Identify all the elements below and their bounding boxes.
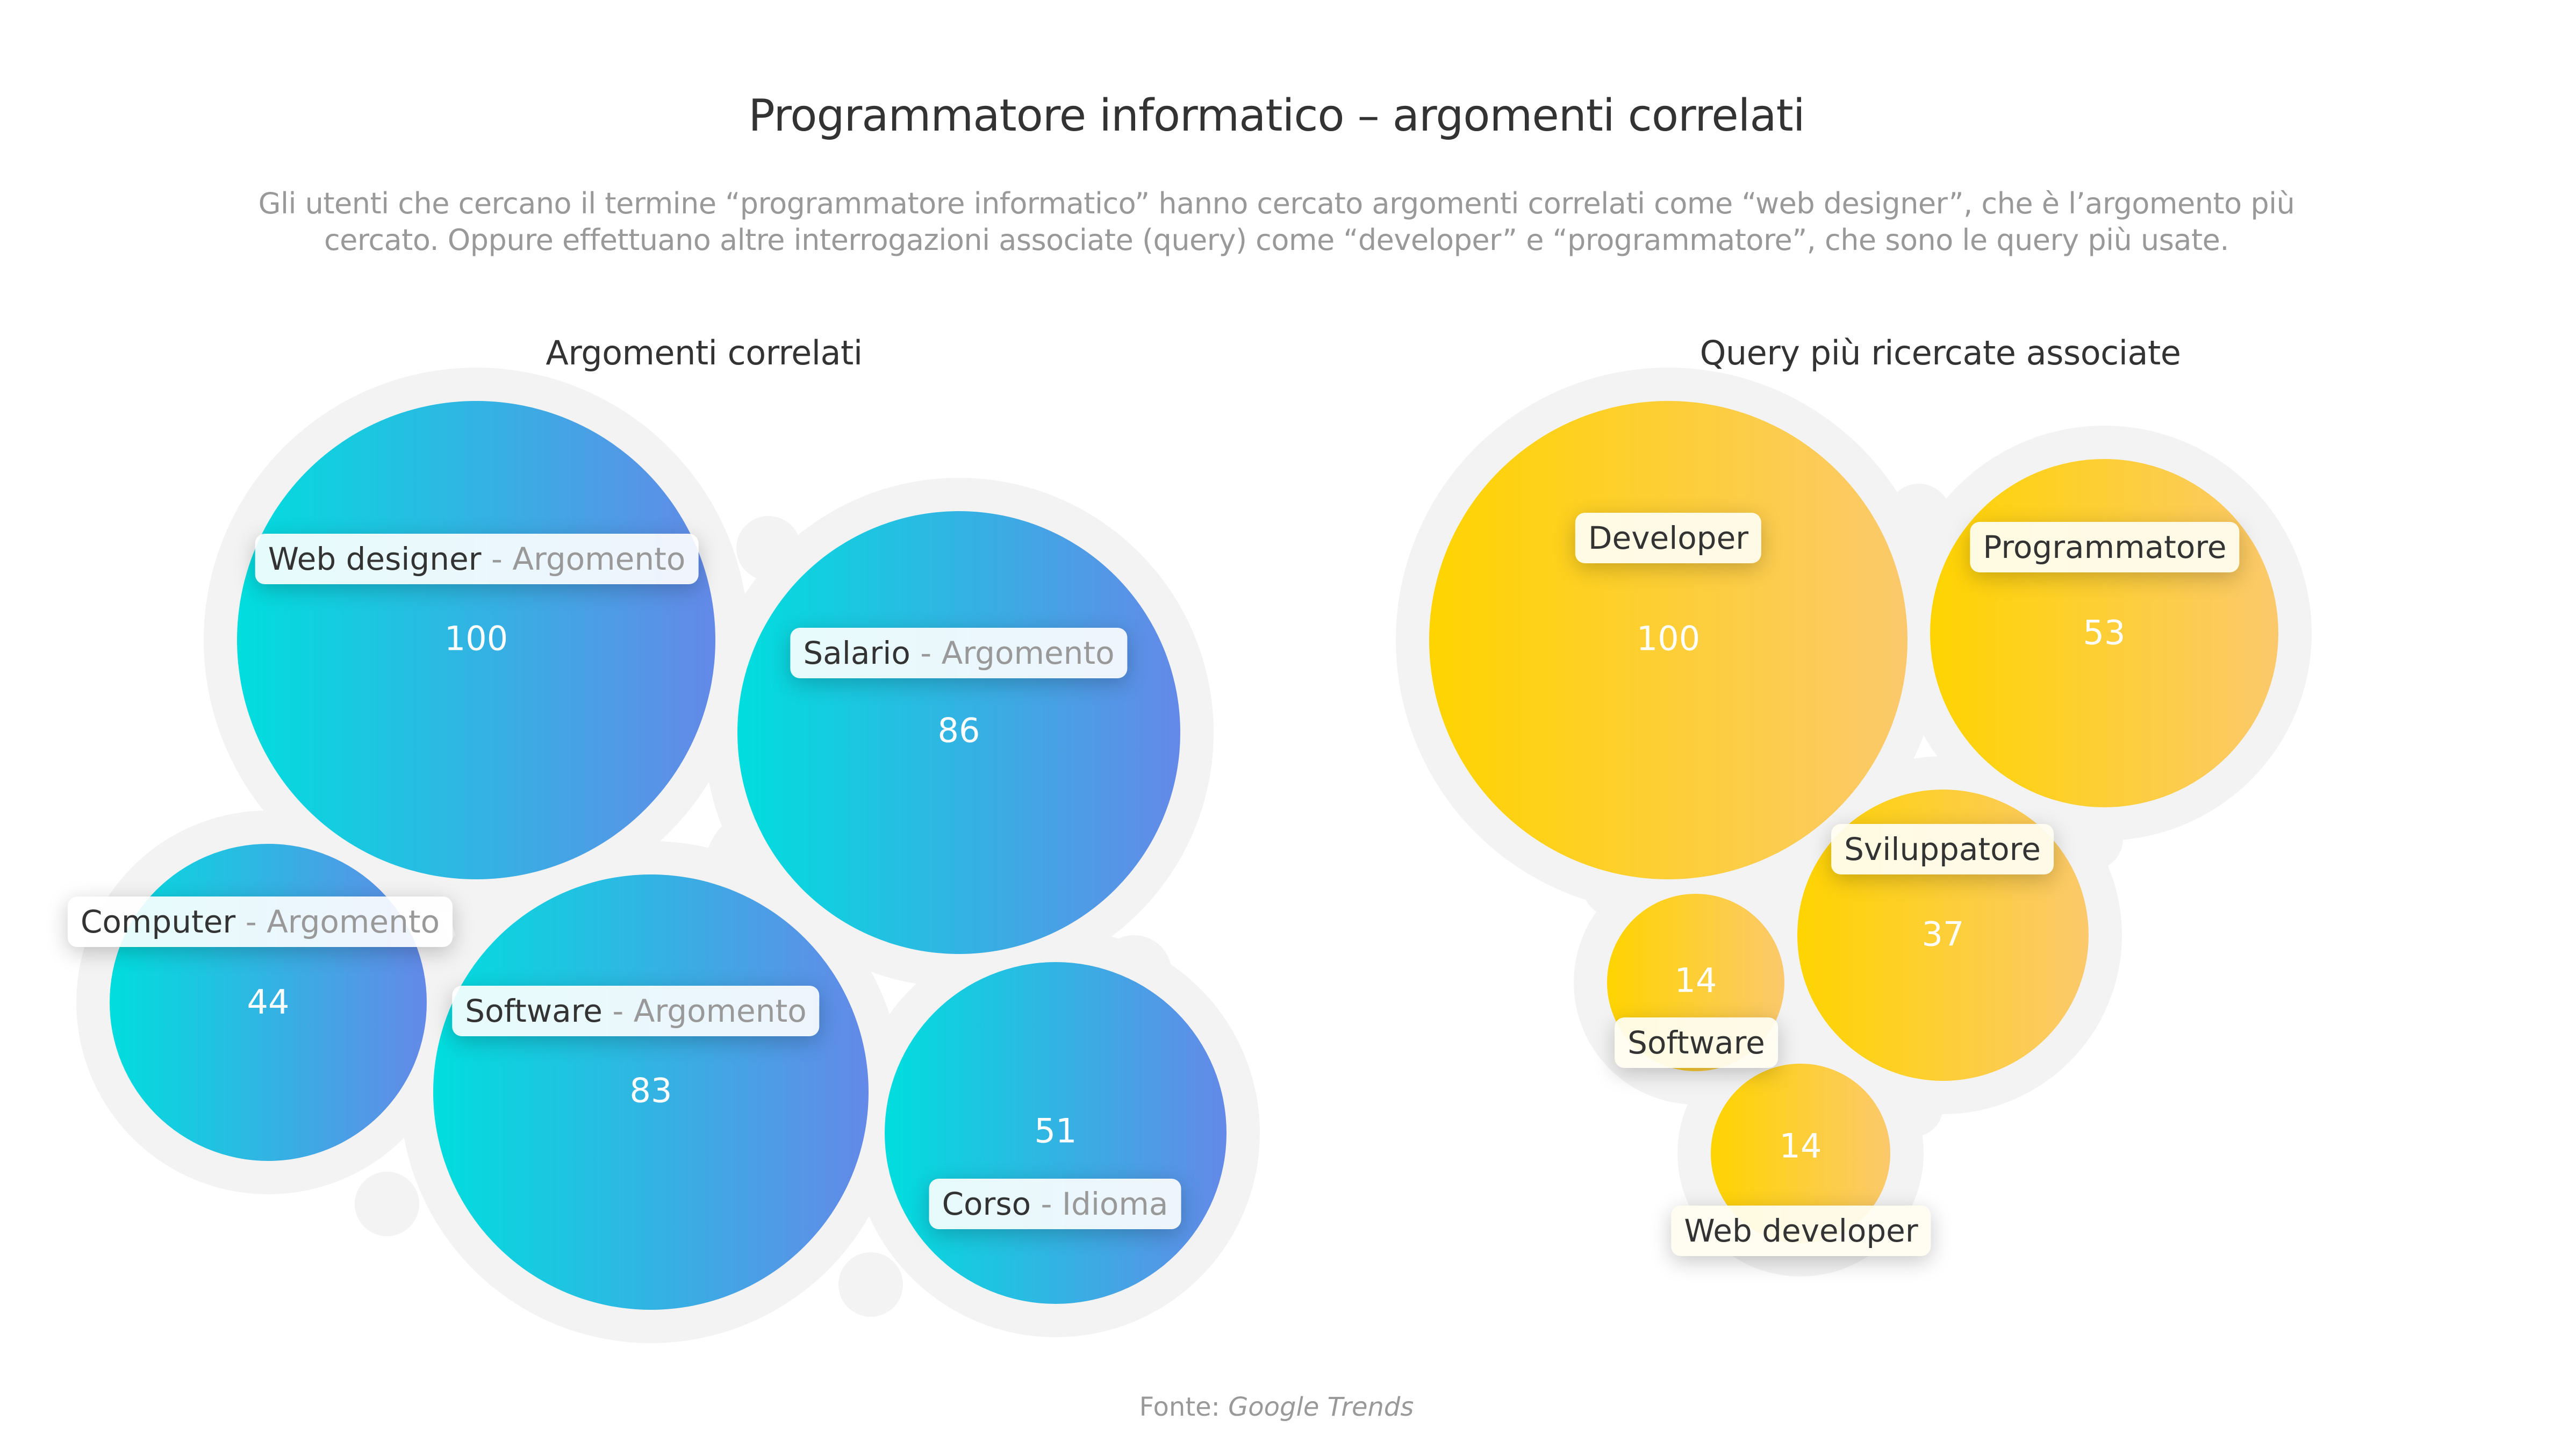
bubble-value: 86	[937, 711, 980, 750]
bubble-value: 14	[1779, 1126, 1822, 1166]
bubble-label-category-text: Argomento	[267, 903, 440, 940]
halo-bridge	[1887, 484, 1951, 548]
chart-title: Programmatore informatico – argomenti co…	[748, 90, 1805, 141]
bubble-salario[interactable]	[737, 511, 1180, 954]
bubble-developer[interactable]	[1429, 401, 1907, 879]
bubble-label-category: - Idioma	[1031, 1186, 1168, 1222]
bubble-web-developer[interactable]	[1711, 1064, 1890, 1243]
subtitle-line-2: cercato. Oppure effettuano altre interro…	[324, 223, 2229, 257]
bubble-label: Developer	[1575, 513, 1762, 563]
bubble-web-designer[interactable]	[237, 401, 715, 879]
source-name: Google Trends	[1228, 1392, 1414, 1422]
bubble-label-category-text: Argomento	[633, 993, 807, 1029]
bubble-label: Computer - Argomento	[67, 896, 453, 947]
bubble-label-separator: -	[910, 635, 942, 671]
heading-related-queries: Query più ricercate associate	[1699, 333, 2181, 372]
bubble-label-name: Developer	[1588, 520, 1749, 556]
bubble-label-category-text: Argomento	[941, 635, 1115, 671]
bubble-label-category: - Argomento	[235, 903, 440, 940]
bubble-label-name: Programmatore	[1983, 529, 2227, 565]
bubble-label-name: Corso	[942, 1186, 1031, 1222]
bubble-label-separator: -	[481, 541, 513, 577]
bubble-label: Corso - Idioma	[929, 1179, 1181, 1229]
bubble-label-separator: -	[235, 903, 267, 940]
bubble-label-category-text: Argomento	[512, 541, 686, 577]
bubble-label: Web designer - Argomento	[255, 534, 699, 584]
bubble-label-category: - Argomento	[910, 635, 1115, 671]
bubble-software[interactable]	[433, 874, 869, 1310]
source-prefix: Fonte:	[1139, 1392, 1229, 1422]
bubble-label-name: Software	[1627, 1024, 1765, 1061]
bubble-value: 100	[1636, 619, 1701, 658]
bubble-value: 51	[1034, 1111, 1077, 1151]
bubble-label: Salario - Argomento	[790, 628, 1128, 678]
bubble-label-name: Computer	[80, 903, 236, 940]
bubble-label-name: Web designer	[268, 541, 482, 577]
halo-bridge	[355, 1172, 419, 1236]
bubble-label-separator: -	[602, 993, 634, 1029]
heading-related-topics: Argomenti correlati	[546, 333, 863, 372]
bubble-label-name: Software	[465, 993, 603, 1029]
bubble-label-category: - Argomento	[602, 993, 807, 1029]
halo-bridge	[736, 516, 801, 580]
halo-bridge	[2059, 806, 2123, 871]
bubble-label: Software - Argomento	[452, 986, 820, 1036]
bubble-label-name: Web developer	[1684, 1213, 1918, 1249]
bubble-label-category-text: Idioma	[1062, 1186, 1168, 1222]
bubble-label: Sviluppatore	[1831, 824, 2054, 874]
bubble-value: 100	[444, 619, 508, 658]
bubble-label: Web developer	[1671, 1206, 1931, 1256]
bubble-value: 83	[629, 1071, 672, 1110]
bubble-label-category: - Argomento	[481, 541, 686, 577]
halo-bridge	[838, 1252, 903, 1317]
bubble-label: Programmatore	[1970, 522, 2240, 572]
source-footer: Fonte: Google Trends	[0, 1392, 2553, 1422]
halo-bridge	[1884, 1078, 1943, 1137]
bubble-value: 37	[1921, 914, 1964, 954]
bubble-label-separator: -	[1031, 1186, 1062, 1222]
bubble-value: 53	[2083, 613, 2126, 652]
bubble-label: Software	[1615, 1017, 1778, 1068]
bubble-value: 14	[1674, 960, 1717, 1000]
subtitle-line-1: Gli utenti che cercano il termine “progr…	[258, 187, 2295, 220]
chart-subtitle: Gli utenti che cercano il termine “progr…	[204, 185, 2349, 259]
bubble-value: 44	[247, 982, 290, 1022]
bubble-label-name: Salario	[803, 635, 910, 671]
bubble-label-name: Sviluppatore	[1844, 831, 2041, 867]
